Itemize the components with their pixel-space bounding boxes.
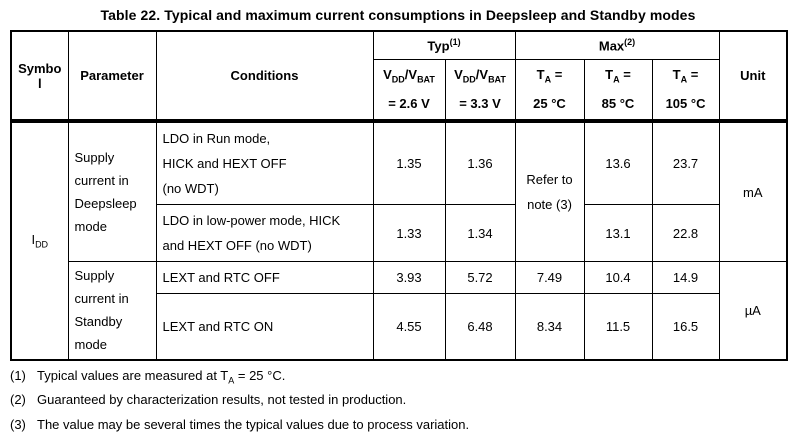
- current-consumption-table: Symbol Parameter Conditions Typ(1) Max(2…: [10, 30, 788, 361]
- footnote-2: (2) Guaranteed by characterization resul…: [10, 390, 786, 415]
- header-vdd-vbat-2v6: VDD/VBAT = 2.6 V: [373, 59, 445, 121]
- header-typ-group: Typ(1): [373, 31, 515, 59]
- header-unit: Unit: [719, 31, 787, 121]
- footnote-marker: (2): [10, 390, 37, 415]
- footnote-text: The value may be several times the typic…: [37, 415, 786, 439]
- cell-unit-standby: µA: [719, 262, 787, 360]
- cell-max85-deepsleep-run: 13.6: [584, 121, 652, 205]
- cell-conditions-ldo-run: LDO in Run mode, HICK and HEXT OFF (no W…: [156, 121, 373, 205]
- cell-max25-standby-on: 8.34: [515, 294, 584, 360]
- footnote-1: (1) Typical values are measured at TA = …: [10, 366, 786, 391]
- cell-typ26-standby-off: 3.93: [373, 262, 445, 294]
- header-row-1: Symbol Parameter Conditions Typ(1) Max(2…: [11, 31, 787, 59]
- header-max-group: Max(2): [515, 31, 719, 59]
- cell-typ33-standby-on: 6.48: [445, 294, 515, 360]
- footnote-3: (3) The value may be several times the t…: [10, 415, 786, 439]
- cell-max25-refer-note: Refer to note (3): [515, 121, 584, 262]
- vdd-vbat-symbol: VDD/VBAT: [446, 63, 515, 92]
- cell-max85-standby-on: 11.5: [584, 294, 652, 360]
- footnote-text: Guaranteed by characterization results, …: [37, 390, 786, 415]
- vdd-vbat-symbol: VDD/VBAT: [374, 63, 445, 92]
- cell-typ26-deepsleep-run: 1.35: [373, 121, 445, 205]
- cell-unit-deepsleep: mA: [719, 121, 787, 262]
- max-label: Max: [599, 38, 624, 53]
- cell-max105-deepsleep-lp: 22.8: [652, 205, 719, 262]
- cell-typ33-deepsleep-lp: 1.34: [445, 205, 515, 262]
- cell-conditions-lext-rtc-on: LEXT and RTC ON: [156, 294, 373, 360]
- temperature-value: 85 °C: [585, 92, 652, 116]
- cell-typ33-standby-off: 5.72: [445, 262, 515, 294]
- cell-conditions-ldo-low-power: LDO in low-power mode, HICK and HEXT OFF…: [156, 205, 373, 262]
- cell-max25-standby-off: 7.49: [515, 262, 584, 294]
- footnote-text: Typical values are measured at TA = 25 °…: [37, 366, 786, 391]
- temperature-value: 105 °C: [653, 92, 719, 116]
- voltage-value: = 2.6 V: [374, 92, 445, 116]
- header-vdd-vbat-3v3: VDD/VBAT = 3.3 V: [445, 59, 515, 121]
- footnote-marker: (3): [10, 415, 37, 439]
- cell-max105-standby-off: 14.9: [652, 262, 719, 294]
- cell-conditions-lext-rtc-off: LEXT and RTC OFF: [156, 262, 373, 294]
- typ-footnote-ref: (1): [450, 37, 461, 47]
- row-deepsleep-run-mode: IDD Supply current in Deepsleep mode LDO…: [11, 121, 787, 205]
- header-conditions: Conditions: [156, 31, 373, 121]
- cell-max85-standby-off: 10.4: [584, 262, 652, 294]
- cell-max105-standby-on: 16.5: [652, 294, 719, 360]
- voltage-value: = 3.3 V: [446, 92, 515, 116]
- cell-typ26-deepsleep-lp: 1.33: [373, 205, 445, 262]
- header-ta-85: TA = 85 °C: [584, 59, 652, 121]
- row-standby-rtc-off: Supply current in Standby mode LEXT and …: [11, 262, 787, 294]
- cell-symbol-idd: IDD: [11, 121, 68, 360]
- footnote-marker: (1): [10, 366, 37, 391]
- header-parameter: Parameter: [68, 31, 156, 121]
- ta-symbol: TA =: [653, 63, 719, 92]
- max-footnote-ref: (2): [624, 37, 635, 47]
- header-ta-105: TA = 105 °C: [652, 59, 719, 121]
- table-title: Table 22. Typical and maximum current co…: [10, 7, 786, 23]
- footnotes: (1) Typical values are measured at TA = …: [10, 366, 786, 439]
- cell-max85-deepsleep-lp: 13.1: [584, 205, 652, 262]
- ta-symbol: TA =: [585, 63, 652, 92]
- cell-typ33-deepsleep-run: 1.36: [445, 121, 515, 205]
- header-ta-25: TA = 25 °C: [515, 59, 584, 121]
- cell-max105-deepsleep-run: 23.7: [652, 121, 719, 205]
- header-symbol: Symbol: [11, 31, 68, 121]
- cell-parameter-deepsleep: Supply current in Deepsleep mode: [68, 121, 156, 262]
- cell-typ26-standby-on: 4.55: [373, 294, 445, 360]
- typ-label: Typ: [427, 38, 449, 53]
- ta-symbol: TA =: [516, 63, 584, 92]
- temperature-value: 25 °C: [516, 92, 584, 116]
- cell-parameter-standby: Supply current in Standby mode: [68, 262, 156, 360]
